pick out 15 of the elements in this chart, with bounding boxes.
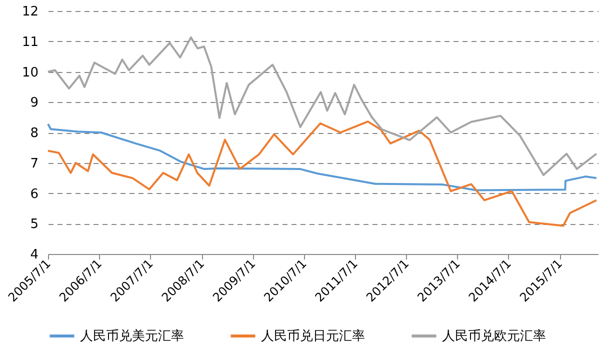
legend-label: 人民币兑欧元汇率 — [442, 328, 546, 344]
y-tick-label: 7 — [30, 156, 38, 172]
y-tick-label: 10 — [22, 65, 38, 80]
y-tick-label: 6 — [30, 186, 38, 202]
line-series — [47, 36, 598, 176]
y-tick-label: 12 — [22, 4, 38, 20]
y-tick-label: 11 — [22, 34, 38, 50]
y-tick-label: 9 — [30, 96, 38, 111]
y-tick-label: 5 — [30, 217, 38, 232]
legend-label: 人民币兑日元汇率 — [261, 328, 365, 344]
y-tick-label: 4 — [30, 248, 38, 262]
line-series — [47, 122, 598, 192]
y-tick-label: 8 — [30, 126, 38, 141]
legend-label: 人民币兑美元汇率 — [80, 328, 184, 344]
line-series — [47, 120, 598, 227]
